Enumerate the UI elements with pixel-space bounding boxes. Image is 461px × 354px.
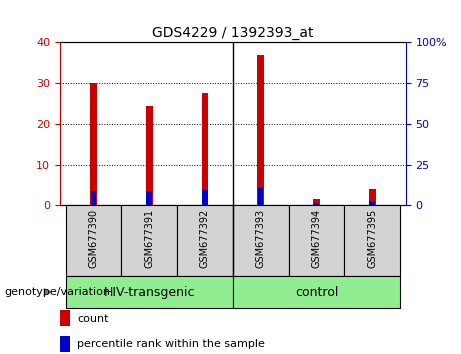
Bar (313, 203, 319, 205)
Text: genotype/variation: genotype/variation (5, 287, 111, 297)
Text: GSM677392: GSM677392 (200, 209, 210, 268)
Bar (289, 205, 344, 276)
Bar (201, 93, 208, 205)
Text: GSM677391: GSM677391 (144, 209, 154, 268)
Bar (177, 205, 233, 276)
Text: GSM677395: GSM677395 (367, 209, 377, 268)
Bar (257, 55, 264, 205)
Title: GDS4229 / 1392393_at: GDS4229 / 1392393_at (152, 26, 313, 40)
Bar (258, 187, 264, 205)
Text: GSM677394: GSM677394 (312, 209, 321, 268)
Bar (313, 199, 320, 205)
Text: GSM677390: GSM677390 (89, 209, 98, 268)
Bar (90, 83, 97, 205)
Text: control: control (295, 286, 338, 298)
Bar (147, 192, 152, 205)
Text: count: count (77, 314, 109, 324)
Text: percentile rank within the sample: percentile rank within the sample (77, 339, 265, 349)
Bar (344, 205, 400, 276)
Bar (369, 189, 376, 205)
Bar (60, 336, 70, 352)
Bar (65, 276, 233, 308)
Text: GSM677393: GSM677393 (256, 209, 266, 268)
Bar (65, 205, 121, 276)
Bar (121, 205, 177, 276)
Bar (369, 201, 375, 205)
Text: HIV-transgenic: HIV-transgenic (103, 286, 195, 298)
Bar (233, 276, 400, 308)
Bar (60, 310, 70, 326)
Bar (146, 105, 153, 205)
Bar (202, 190, 208, 205)
Bar (233, 205, 289, 276)
Bar (91, 191, 96, 205)
